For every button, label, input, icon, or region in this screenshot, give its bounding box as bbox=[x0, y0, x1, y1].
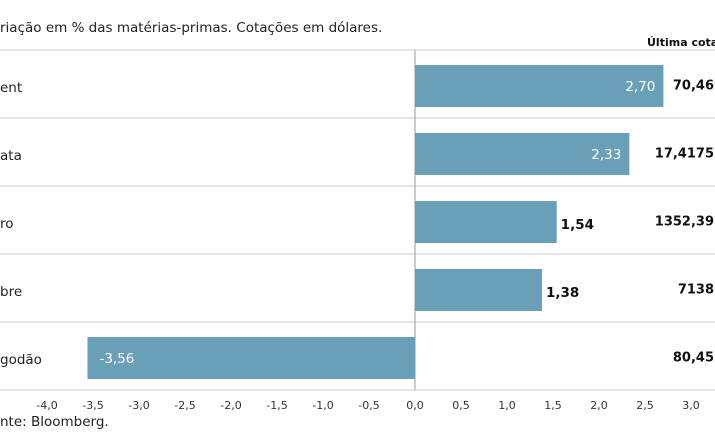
source-note: nte: Bloomberg. bbox=[0, 414, 109, 430]
category-label: ro bbox=[0, 216, 14, 232]
bar bbox=[87, 337, 415, 379]
row-separators bbox=[0, 49, 715, 391]
bar-value-label: 2,70 bbox=[625, 79, 655, 95]
chart-subtitle: riação em % das matérias-primas. Cotaçõe… bbox=[0, 20, 382, 36]
x-tick-label: 0,0 bbox=[406, 399, 424, 412]
last-quote-value: 17,4175 bbox=[655, 147, 714, 162]
bar-value-label: 1,38 bbox=[546, 285, 579, 301]
bars-group: ent 2,70 70,46 ata 2,33 17,4175 ro 1,54 1352,39 b… bbox=[0, 65, 714, 379]
x-tick-label: -2,0 bbox=[220, 399, 241, 412]
bar-value-label: -3,56 bbox=[99, 351, 134, 367]
category-label: ent bbox=[0, 80, 22, 96]
x-tick-label: -1,5 bbox=[266, 399, 287, 412]
bar bbox=[415, 65, 664, 107]
x-tick-label: -1,0 bbox=[312, 399, 333, 412]
bar bbox=[415, 133, 630, 175]
x-tick-label: -4,0 bbox=[36, 399, 57, 412]
last-quote-header: Última cotaç bbox=[647, 36, 715, 49]
x-tick-label: -3,5 bbox=[82, 399, 103, 412]
x-axis-ticks: -4,0 -3,5 -3,0 -2,5 -2,0 -1,5 -1,0 -0,5 0,0 0,5 1,… bbox=[36, 399, 699, 412]
category-label: godão bbox=[0, 352, 42, 368]
category-label: ata bbox=[0, 148, 22, 164]
last-quote-value: 1352,39 bbox=[655, 215, 714, 230]
x-tick-label: 2,0 bbox=[590, 399, 608, 412]
x-tick-label: 2,5 bbox=[636, 399, 654, 412]
bar-value-label: 1,54 bbox=[561, 217, 594, 233]
last-quote-value: 70,46 bbox=[673, 79, 714, 94]
last-quote-value: 80,45 bbox=[673, 351, 714, 366]
x-tick-label: 1,0 bbox=[498, 399, 516, 412]
bar-value-label: 2,33 bbox=[591, 147, 621, 163]
x-tick-label: -3,0 bbox=[128, 399, 149, 412]
bar bbox=[415, 269, 542, 311]
bar bbox=[415, 201, 557, 243]
category-label: bre bbox=[0, 284, 22, 300]
x-tick-label: 1,5 bbox=[544, 399, 562, 412]
x-tick-label: 3,0 bbox=[682, 399, 700, 412]
x-tick-label: -0,5 bbox=[358, 399, 379, 412]
last-quote-value: 7138 bbox=[678, 283, 714, 298]
x-tick-label: 0,5 bbox=[452, 399, 470, 412]
x-tick-label: -2,5 bbox=[174, 399, 195, 412]
